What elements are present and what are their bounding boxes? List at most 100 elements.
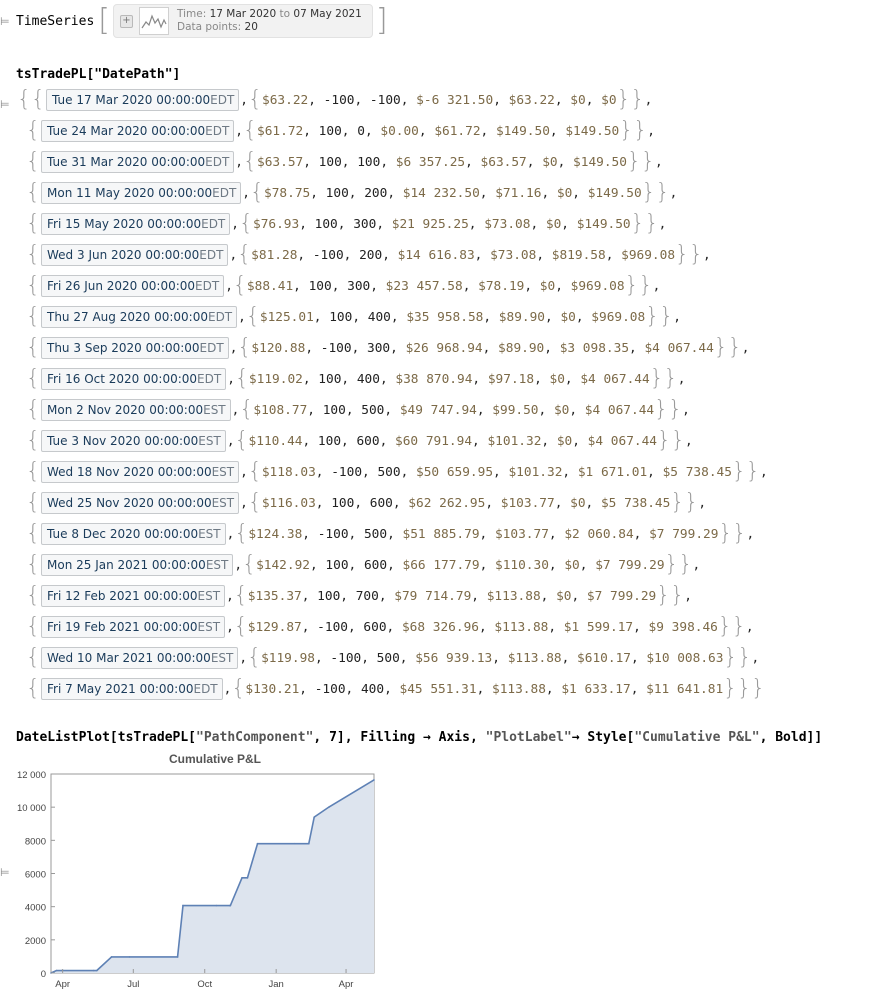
value-cell: $62 262.95 <box>408 495 486 511</box>
value-cell: $61.72 <box>434 123 481 139</box>
value-cell: $26 968.94 <box>405 340 483 356</box>
date-time: 00:00:00 <box>139 682 194 696</box>
area-fill <box>51 779 374 973</box>
date-tz: EDT <box>205 155 230 169</box>
value-list: $118.03, -100, 500, $50 659.95, $101.32,… <box>261 464 732 480</box>
close-brace: }} <box>624 273 653 298</box>
value-cell: 600 <box>356 433 380 449</box>
data-point <box>246 877 249 879</box>
value-cell: 400 <box>360 681 385 697</box>
date-object[interactable]: Fri 12 Feb 2021 00:00:00EST <box>41 585 226 607</box>
value-cell: $1 671.01 <box>577 464 648 480</box>
open-brace: { <box>26 211 40 236</box>
date-object[interactable]: Mon 11 May 2020 00:00:00EDT <box>41 182 242 204</box>
plus-icon[interactable]: + <box>120 14 133 28</box>
date-object[interactable]: Wed 10 Mar 2021 00:00:00EST <box>41 647 239 669</box>
date-object[interactable]: Fri 16 Oct 2020 00:00:00EDT <box>41 368 227 390</box>
close-brace: }} <box>713 335 742 360</box>
open-brace: { <box>238 211 253 236</box>
data-point <box>241 877 243 879</box>
date-object[interactable]: Wed 25 Nov 2020 00:00:00EST <box>41 492 240 514</box>
x-tick-label: Jan <box>269 979 284 990</box>
date-object[interactable]: Wed 3 Jun 2020 00:00:00EDT <box>41 244 229 266</box>
date-object[interactable]: Mon 2 Nov 2020 00:00:00EST <box>41 399 231 421</box>
value-cell: -100 <box>323 92 355 108</box>
value-cell: $0 <box>570 92 586 108</box>
value-cell: $103.77 <box>494 526 549 542</box>
date-object[interactable]: Fri 26 Jun 2020 00:00:00EDT <box>41 275 225 297</box>
close-brace: }} <box>717 614 746 639</box>
open-brace: { <box>26 676 40 701</box>
date-object[interactable]: Tue 24 Mar 2020 00:00:00EDT <box>41 120 235 142</box>
value-cell: 100 <box>317 433 342 449</box>
open-brace: { <box>243 149 258 174</box>
data-point <box>215 904 218 907</box>
value-list: $125.01, 100, 400, $35 958.58, $89.90, $… <box>259 309 646 325</box>
value-cell: $-6 321.50 <box>416 92 494 108</box>
value-cell: 600 <box>369 495 393 511</box>
date-time: 00:00:00 <box>144 434 199 448</box>
timeseries-summary-box[interactable]: + Time: 17 Mar 2020 to 07 May 2021 Data … <box>113 4 373 38</box>
y-tick-label: 2000 <box>25 936 46 947</box>
open-brace: { <box>26 459 40 484</box>
date-object[interactable]: Fri 15 May 2020 00:00:00EDT <box>41 213 231 235</box>
value-cell: 100 <box>329 309 353 325</box>
date-object[interactable]: Wed 18 Nov 2020 00:00:00EST <box>41 461 240 483</box>
timeseries-output: TimeSeries [ + Time: 17 Mar 2020 to 07 M… <box>16 3 388 39</box>
sparkline-icon <box>139 7 169 35</box>
date-object[interactable]: Tue 31 Mar 2020 00:00:00EDT <box>41 151 235 173</box>
datepath-row: {Wed 18 Nov 2020 00:00:00EST, {$118.03, … <box>26 459 768 484</box>
open-brace: { <box>234 521 249 546</box>
value-cell: $14 232.50 <box>402 185 480 201</box>
value-list: $81.28, -100, 200, $14 616.83, $73.08, $… <box>251 247 676 263</box>
points-label: Data points: <box>177 21 242 33</box>
value-cell: $97.18 <box>487 371 535 387</box>
datepath-row: {{Tue 17 Mar 2020 00:00:00EDT, {$63.22, … <box>17 87 653 112</box>
date-day: Tue <box>47 155 68 169</box>
date-object[interactable]: Thu 27 Aug 2020 00:00:00EDT <box>41 306 238 328</box>
data-point <box>313 816 316 818</box>
cumulative-pl-plot[interactable]: Cumulative P&L 0 2000 4000 6000 8000 10 000 12… <box>10 752 390 992</box>
value-cell: $0 <box>553 402 570 418</box>
value-cell: $5 738.45 <box>662 464 732 480</box>
value-cell: 100 <box>314 216 338 232</box>
data-point <box>176 956 179 958</box>
value-cell: $149.50 <box>495 123 550 139</box>
date-object[interactable]: Mon 25 Jan 2021 00:00:00EST <box>41 554 234 576</box>
value-cell: $89.90 <box>498 340 545 356</box>
value-cell: $0 <box>570 495 586 511</box>
date-object[interactable]: Tue 17 Mar 2020 00:00:00EDT <box>46 89 240 111</box>
value-cell: $11 641.81 <box>646 681 724 697</box>
date-tz: EST <box>198 527 221 541</box>
date-time: 00:00:00 <box>157 465 212 479</box>
value-cell: $149.50 <box>576 216 631 232</box>
date-tz: EST <box>211 496 235 510</box>
value-list: $116.03, 100, 600, $62 262.95, $103.77, … <box>261 495 671 511</box>
value-cell: 600 <box>363 619 387 635</box>
value-cell: $149.50 <box>565 123 620 139</box>
datepath-row: {Thu 27 Aug 2020 00:00:00EDT, {$125.01, … <box>26 304 681 329</box>
date-object[interactable]: Tue 8 Dec 2020 00:00:00EST <box>41 523 226 545</box>
date-object[interactable]: Tue 3 Nov 2020 00:00:00EST <box>41 430 226 452</box>
value-cell: $135.37 <box>247 588 302 604</box>
value-cell: $38 870.94 <box>395 371 473 387</box>
date-object[interactable]: Fri 7 May 2021 00:00:00EDT <box>41 678 223 700</box>
input-cell-datepath[interactable]: tsTradePL["DatePath"] <box>16 67 181 82</box>
date-object[interactable]: Fri 19 Feb 2021 00:00:00EST <box>41 616 226 638</box>
date-time: 00:00:00 <box>149 403 204 417</box>
date-time: 00:00:00 <box>143 620 198 634</box>
value-cell: $120.88 <box>251 340 306 356</box>
y-tick-label: 8000 <box>25 836 46 847</box>
close-brace: }} <box>718 521 747 546</box>
datepath-row: {Fri 12 Feb 2021 00:00:00EST, {$135.37, … <box>26 583 692 608</box>
value-cell: $110.44 <box>248 433 303 449</box>
date-time: 00:00:00 <box>143 372 198 386</box>
input-cell-plot[interactable]: DateListPlot[tsTradePL["PathComponent", … <box>16 730 823 745</box>
value-cell: 100 <box>318 123 342 139</box>
date-object[interactable]: Thu 3 Sep 2020 00:00:00EDT <box>41 337 229 359</box>
open-brace: { <box>26 304 40 329</box>
open-brace: { <box>26 614 40 639</box>
date-text: 19 Feb 2021 <box>65 620 140 634</box>
value-cell: 700 <box>355 588 379 604</box>
date-tz: EDT <box>199 248 224 262</box>
